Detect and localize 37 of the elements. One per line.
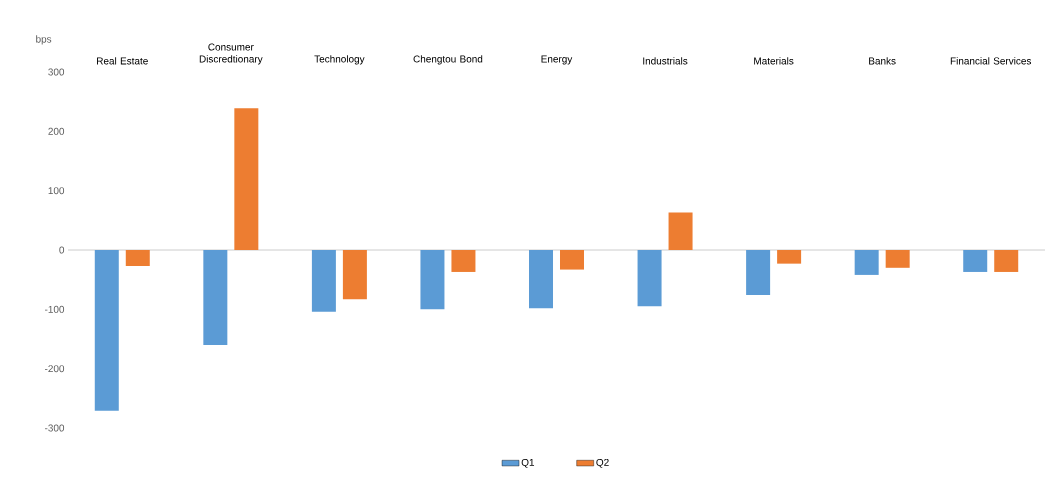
bar <box>637 250 662 307</box>
bar <box>342 250 367 300</box>
bar <box>885 250 910 268</box>
legend-label: Q2 <box>596 458 609 468</box>
x-tick-label: Industrials <box>643 57 688 65</box>
bar <box>668 212 693 250</box>
x-tick-label: Energy <box>541 55 573 65</box>
bar <box>560 250 584 270</box>
bar <box>529 250 553 309</box>
x-tick-label: Financial Services <box>950 57 1032 65</box>
y-tick-label: 300 <box>48 68 65 76</box>
bar <box>203 250 228 345</box>
legend-label: Q1 <box>521 458 535 468</box>
y-tick-label: -300 <box>44 424 65 432</box>
x-tick-label: Real Estate <box>97 57 148 65</box>
bar <box>746 250 771 296</box>
bar <box>854 250 879 275</box>
y-tick-label: 0 <box>59 246 65 254</box>
x-tick-label: Consumer Discredtionary <box>199 43 263 65</box>
bar <box>94 250 119 411</box>
y-tick-label: 100 <box>48 187 65 195</box>
x-tick-label: Banks <box>869 57 896 65</box>
x-tick-label: Technology <box>314 55 365 65</box>
bar <box>234 108 259 250</box>
x-tick-label: Chengtou Bond <box>413 55 483 65</box>
y-axis-title: bps <box>36 35 52 45</box>
bar <box>420 250 445 310</box>
bar <box>125 250 150 267</box>
bar <box>311 250 336 312</box>
bar <box>451 250 476 272</box>
y-tick-label: -200 <box>44 365 65 373</box>
bar <box>994 250 1019 272</box>
y-tick-label: 200 <box>48 127 65 135</box>
bar <box>963 250 988 272</box>
bar <box>777 250 802 264</box>
x-tick-label: Materials <box>754 57 794 65</box>
y-tick-label: -100 <box>44 305 65 313</box>
